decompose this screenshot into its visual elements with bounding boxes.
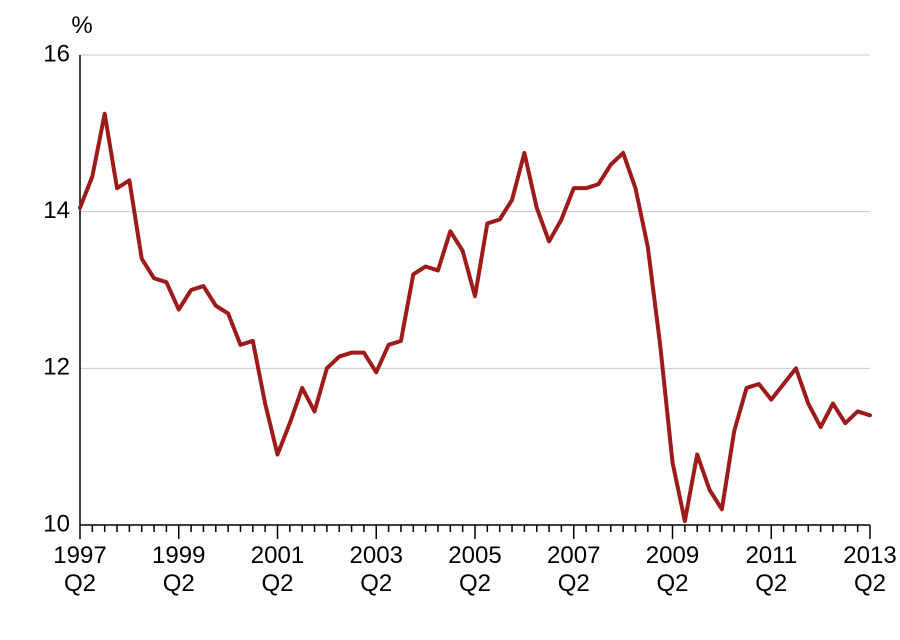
x-tick-quarter: Q2: [755, 570, 787, 597]
x-tick-year: 2009: [646, 542, 699, 569]
y-tick-label: 12: [43, 354, 70, 381]
x-tick-year: 2007: [547, 542, 600, 569]
x-tick-quarter: Q2: [163, 570, 195, 597]
y-tick-label: 16: [43, 40, 70, 67]
x-tick-quarter: Q2: [558, 570, 590, 597]
data-series: [80, 114, 870, 521]
x-tick-year: 2001: [251, 542, 304, 569]
x-tick-quarter: Q2: [656, 570, 688, 597]
chart-svg: 10121416%1997Q21999Q22001Q22003Q22005Q22…: [0, 0, 900, 640]
x-tick-year: 1999: [152, 542, 205, 569]
x-tick-quarter: Q2: [854, 570, 886, 597]
x-tick-year: 2011: [745, 542, 797, 569]
y-tick-label: 10: [43, 510, 70, 537]
x-tick-quarter: Q2: [261, 570, 293, 597]
x-tick-year: 2013: [843, 542, 896, 569]
y-unit-label: %: [71, 12, 92, 39]
x-tick-quarter: Q2: [459, 570, 491, 597]
x-tick-quarter: Q2: [64, 570, 96, 597]
y-tick-label: 14: [43, 197, 70, 224]
x-tick-quarter: Q2: [360, 570, 392, 597]
x-tick-year: 1997: [53, 542, 106, 569]
x-tick-year: 2003: [350, 542, 403, 569]
line-chart: 10121416%1997Q21999Q22001Q22003Q22005Q22…: [0, 0, 900, 640]
x-tick-year: 2005: [448, 542, 501, 569]
